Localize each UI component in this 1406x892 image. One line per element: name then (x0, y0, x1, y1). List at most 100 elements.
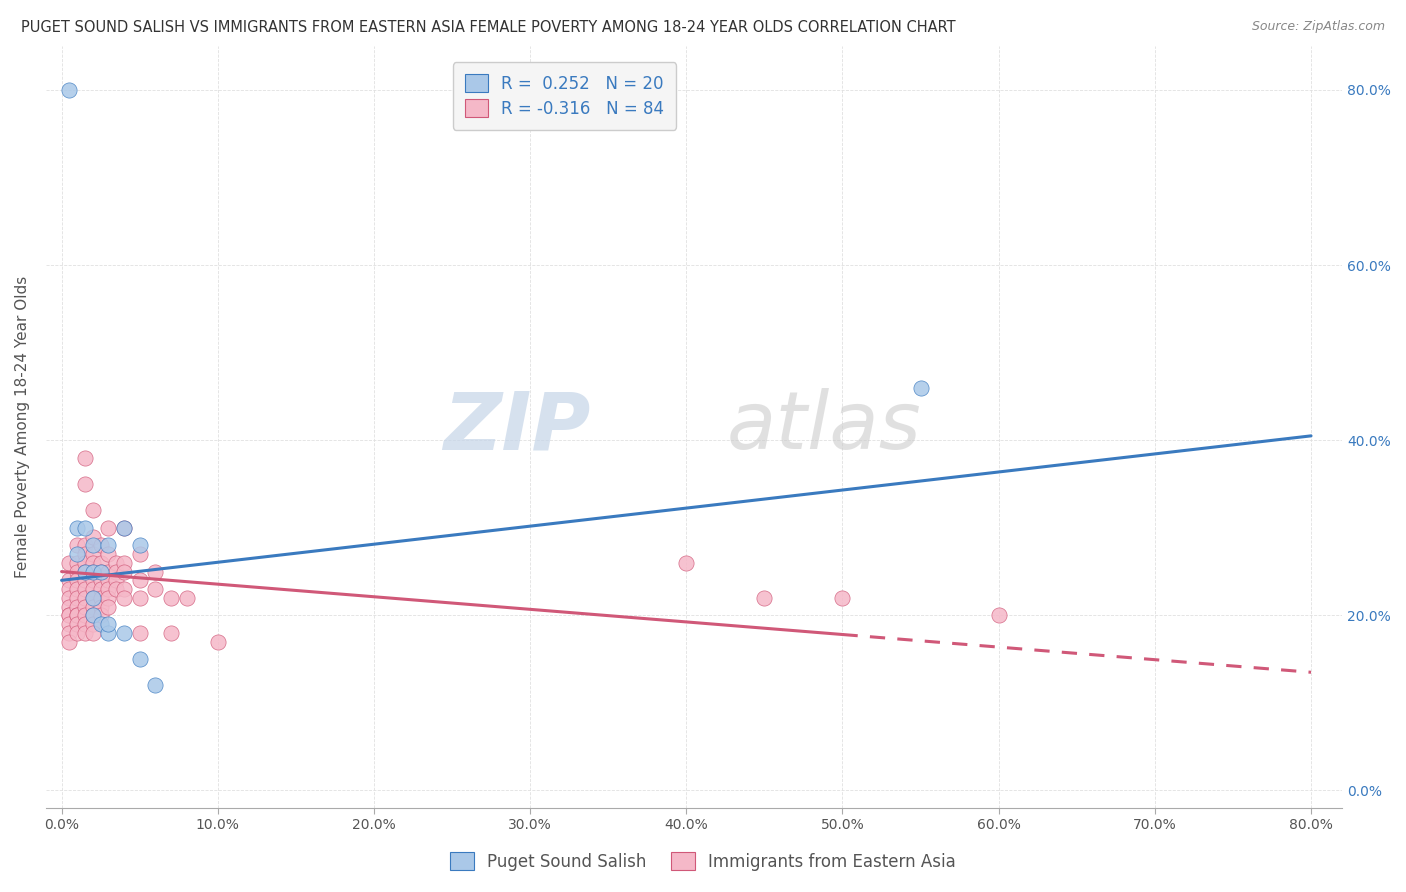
Point (58, 556, 80, 570)
Point (675, 556, 697, 570)
Point (128, 652, 150, 666)
Point (66, 574, 89, 588)
Point (128, 591, 150, 605)
Point (90, 565, 112, 579)
Point (73, 625, 96, 640)
Text: ZIP: ZIP (443, 388, 591, 467)
Point (73, 538, 96, 552)
Point (90, 608, 112, 623)
Point (58, 617, 80, 632)
Point (82, 565, 104, 579)
Point (97, 617, 120, 632)
Point (112, 625, 135, 640)
Point (82, 582, 104, 596)
Point (82, 538, 104, 552)
Point (97, 565, 120, 579)
Point (112, 582, 135, 596)
Point (82, 556, 104, 570)
Point (58, 634, 80, 648)
Point (73, 617, 96, 632)
Point (143, 678, 166, 692)
Point (66, 608, 89, 623)
Point (97, 538, 120, 552)
Point (128, 538, 150, 552)
Legend: R =  0.252   N = 20, R = -0.316   N = 84: R = 0.252 N = 20, R = -0.316 N = 84 (453, 62, 676, 129)
Point (97, 574, 120, 588)
Point (987, 608, 1010, 623)
Point (82, 574, 104, 588)
Point (58, 83, 80, 97)
Point (105, 556, 128, 570)
Point (66, 617, 89, 632)
Point (82, 591, 104, 605)
Point (58, 608, 80, 623)
Point (66, 538, 89, 552)
Point (90, 538, 112, 552)
Point (66, 608, 89, 623)
Point (82, 625, 104, 640)
Point (90, 556, 112, 570)
Point (112, 591, 135, 605)
Point (90, 565, 112, 579)
Legend: Puget Sound Salish, Immigrants from Eastern Asia: Puget Sound Salish, Immigrants from East… (441, 844, 965, 880)
Point (105, 582, 128, 596)
Point (128, 547, 150, 561)
Point (97, 521, 120, 535)
Point (66, 547, 89, 561)
Point (58, 591, 80, 605)
Point (73, 556, 96, 570)
Point (97, 599, 120, 614)
Point (82, 608, 104, 623)
Point (105, 565, 128, 579)
Point (207, 634, 229, 648)
Point (66, 556, 89, 570)
Point (66, 521, 89, 535)
Point (90, 582, 112, 596)
Point (97, 591, 120, 605)
Point (160, 591, 183, 605)
Point (73, 599, 96, 614)
Point (82, 599, 104, 614)
Point (73, 591, 96, 605)
Point (910, 381, 932, 395)
Point (128, 625, 150, 640)
Point (73, 582, 96, 596)
Point (105, 574, 128, 588)
Point (73, 450, 96, 465)
Text: atlas: atlas (727, 388, 921, 467)
Point (73, 574, 96, 588)
Point (831, 591, 853, 605)
Point (58, 582, 80, 596)
Point (90, 617, 112, 632)
Point (58, 599, 80, 614)
Point (82, 565, 104, 579)
Point (90, 574, 112, 588)
Text: PUGET SOUND SALISH VS IMMIGRANTS FROM EASTERN ASIA FEMALE POVERTY AMONG 18-24 YE: PUGET SOUND SALISH VS IMMIGRANTS FROM EA… (21, 20, 956, 35)
Point (97, 547, 120, 561)
Point (73, 547, 96, 561)
Point (97, 582, 120, 596)
Point (58, 574, 80, 588)
Point (97, 625, 120, 640)
Point (73, 477, 96, 491)
Point (82, 608, 104, 623)
Point (112, 521, 135, 535)
Point (66, 599, 89, 614)
Point (73, 565, 96, 579)
Point (143, 582, 166, 596)
Point (176, 591, 198, 605)
Point (90, 599, 112, 614)
Point (66, 565, 89, 579)
Point (112, 565, 135, 579)
Y-axis label: Female Poverty Among 18-24 Year Olds: Female Poverty Among 18-24 Year Olds (15, 276, 30, 578)
Point (58, 625, 80, 640)
Point (82, 617, 104, 632)
Point (82, 503, 104, 517)
Point (58, 608, 80, 623)
Point (66, 625, 89, 640)
Point (128, 574, 150, 588)
Point (143, 565, 166, 579)
Point (66, 591, 89, 605)
Point (90, 591, 112, 605)
Point (73, 521, 96, 535)
